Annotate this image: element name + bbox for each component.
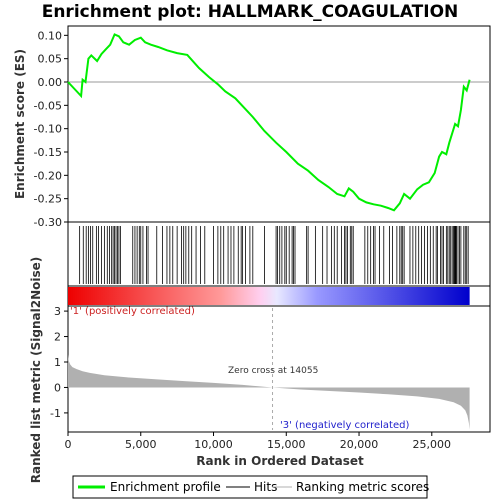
es-y-tick-label: -0.10 bbox=[34, 123, 62, 136]
es-y-tick-label: 0.00 bbox=[38, 76, 63, 89]
negative-correlation-label: '3' (negatively correlated) bbox=[280, 420, 409, 431]
legend-ranking-label: Ranking metric scores bbox=[296, 480, 429, 494]
metric-y-tick-label: 0 bbox=[54, 381, 61, 394]
metric-axis-label: Ranked list metric (Signal2Noise) bbox=[29, 257, 43, 484]
x-tick-label: 10,000 bbox=[194, 438, 233, 451]
rank-bar-gradient bbox=[68, 287, 470, 305]
es-y-tick-label: -0.15 bbox=[34, 146, 62, 159]
enrichment-profile-line bbox=[67, 33, 471, 212]
legend-enrichment-label: Enrichment profile bbox=[110, 480, 221, 494]
es-panel-frame bbox=[67, 25, 491, 223]
zero-cross-label: Zero cross at 14055 bbox=[228, 366, 318, 376]
legend: Enrichment profile Hits Ranking metric s… bbox=[72, 475, 429, 499]
es-panel: -0.30 -0.25 -0.20 -0.15 -0.10 -0.05 0.00 0.05 0.… bbox=[13, 25, 491, 229]
positive-correlation-label: '1' (positively correlated) bbox=[70, 306, 195, 317]
metric-y-axis: -1 0 1 2 3 bbox=[50, 305, 68, 420]
x-tick-label: 15,000 bbox=[267, 438, 306, 451]
es-y-tick-label: 0.10 bbox=[38, 29, 63, 42]
hits-panel-frame bbox=[67, 221, 491, 287]
ranking-metric-area bbox=[68, 354, 470, 430]
es-y-tick-label: -0.20 bbox=[34, 169, 62, 182]
legend-hits-label: Hits bbox=[254, 480, 277, 494]
es-y-tick-label: 0.05 bbox=[38, 53, 63, 66]
metric-y-tick-label: 3 bbox=[54, 305, 61, 318]
x-tick-label: 0 bbox=[65, 438, 72, 451]
hit-lines bbox=[79, 226, 469, 284]
es-y-tick-label: -0.30 bbox=[34, 216, 62, 229]
es-y-tick-label: -0.25 bbox=[34, 193, 62, 206]
x-axis: 0 5,000 10,000 15,000 20,000 25,000 bbox=[65, 432, 452, 451]
rank-color-bar bbox=[67, 285, 491, 307]
x-tick-label: 5,000 bbox=[125, 438, 157, 451]
metric-y-tick-label: 2 bbox=[54, 331, 61, 344]
metric-panel: -1 0 1 2 3 '1' (positively correlated) '3' (… bbox=[29, 257, 491, 484]
x-tick-label: 20,000 bbox=[340, 438, 379, 451]
metric-y-tick-label: -1 bbox=[50, 407, 61, 420]
metric-y-tick-label: 1 bbox=[54, 356, 61, 369]
hits-panel bbox=[67, 221, 491, 287]
es-y-axis: -0.30 -0.25 -0.20 -0.15 -0.10 -0.05 0.00 0.05 0.… bbox=[34, 29, 68, 229]
x-axis-label: Rank in Ordered Dataset bbox=[196, 454, 364, 468]
es-axis-label: Enrichment score (ES) bbox=[13, 49, 27, 199]
es-y-tick-label: -0.05 bbox=[34, 99, 62, 112]
x-tick-label: 25,000 bbox=[413, 438, 452, 451]
chart-title: Enrichment plot: HALLMARK_COAGULATION bbox=[42, 2, 459, 22]
